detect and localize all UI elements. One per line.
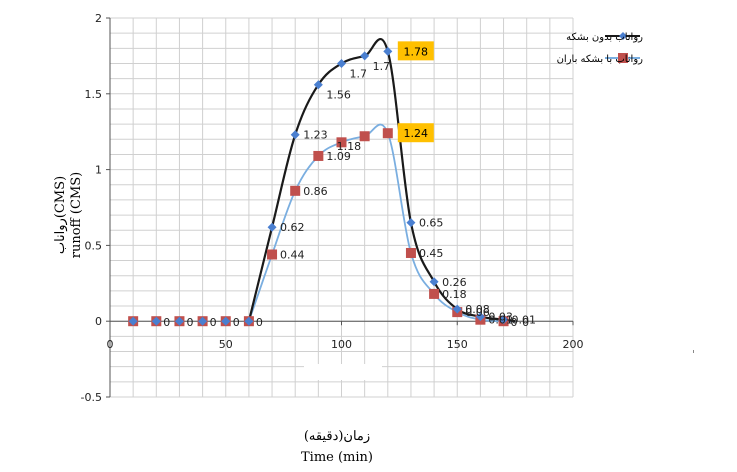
series-2-point bbox=[429, 288, 440, 299]
y-tick-label: 2 bbox=[95, 12, 102, 25]
series-2-point bbox=[382, 128, 393, 139]
series-2-data-label: 0 bbox=[511, 316, 518, 329]
legend-label-series-2: رواناب با بشکه باران bbox=[557, 54, 644, 65]
series-2-point bbox=[313, 150, 324, 161]
series-2-point bbox=[405, 247, 416, 258]
series-1-point bbox=[267, 222, 277, 232]
series-1-point bbox=[198, 316, 208, 326]
series-2-data-label: 1.09 bbox=[326, 150, 351, 163]
series-1-data-label: 0 bbox=[210, 316, 217, 329]
series-1-point bbox=[290, 130, 300, 140]
series-1-data-label: 0.26 bbox=[442, 276, 467, 289]
x-tick-label: 50 bbox=[219, 338, 233, 351]
series-1-point bbox=[128, 316, 138, 326]
series-2-point bbox=[336, 137, 347, 148]
series-2-data-label: 0.44 bbox=[280, 248, 305, 261]
series-1-data-label: 0.08 bbox=[465, 303, 490, 316]
legend-marker-series-1 bbox=[619, 32, 627, 40]
highlight-box bbox=[397, 123, 434, 143]
series-1-point bbox=[406, 218, 416, 228]
series-1-data-label: 0.03 bbox=[488, 311, 513, 324]
y-tick-label: 0.5 bbox=[85, 239, 103, 252]
series-1-data-label: 0 bbox=[186, 316, 193, 329]
legend-label-series-1: رواناب بدون بشکه bbox=[566, 32, 643, 43]
series-1-point bbox=[475, 312, 485, 322]
series-2-point bbox=[267, 249, 278, 260]
series-2-data-label: 0.86 bbox=[303, 185, 328, 198]
legend-marker-series-2 bbox=[618, 53, 628, 63]
highlight-box bbox=[397, 41, 434, 61]
series-1-data-label: 0 bbox=[256, 316, 263, 329]
series-1-data-label: 0.65 bbox=[419, 217, 444, 230]
legend-item-series-2: رواناب با بشکه باران bbox=[557, 53, 644, 65]
series-1-point bbox=[429, 277, 439, 287]
series-layer bbox=[128, 37, 516, 327]
series-2-data-label: 0.01 bbox=[488, 314, 513, 327]
series-1-data-label: 0 bbox=[522, 316, 529, 329]
series-1-point bbox=[337, 58, 346, 68]
axes: -0.500.511.520 50 100 150 200 bbox=[81, 12, 584, 404]
series-1-point bbox=[174, 316, 184, 326]
label-mask bbox=[304, 364, 382, 380]
series-1-point bbox=[313, 80, 323, 90]
series-1-point bbox=[151, 316, 161, 326]
x-tick-label: 200 bbox=[563, 338, 584, 351]
highlight-label: 1.24 bbox=[404, 127, 429, 140]
x-axis-title: Time (min) bbox=[301, 450, 373, 465]
series-1-line bbox=[247, 37, 516, 323]
stray-mark bbox=[693, 350, 694, 353]
series-1-data-label: 1.7 bbox=[350, 67, 368, 80]
series-1-point bbox=[499, 315, 509, 325]
y-tick-label: 0 bbox=[95, 315, 102, 328]
series-1-data-label: 1.7 bbox=[373, 60, 391, 73]
series-1-point bbox=[360, 51, 370, 61]
data-labels: 0 0 0 0 00.621.231.561.71.70.650.260.080.030… bbox=[163, 41, 536, 329]
y-axis-title-fa: رواناب(CMS) bbox=[53, 176, 68, 254]
grid-lines bbox=[109, 17, 574, 398]
legend-item-series-1: رواناب بدون بشکه bbox=[566, 32, 643, 43]
series-1-data-label: 0 bbox=[233, 316, 240, 329]
series-1-point bbox=[452, 304, 462, 314]
series-1-point bbox=[221, 316, 231, 326]
series-2-data-label: 1.18 bbox=[337, 140, 362, 153]
series-2-point bbox=[290, 185, 301, 196]
series-1-data-label: 0 bbox=[163, 316, 170, 329]
x-tick-label: 0 bbox=[107, 338, 114, 351]
series-1-data-label: 0.62 bbox=[280, 221, 305, 234]
y-axis-title: runoff (CMS) bbox=[69, 172, 84, 258]
series-1-point bbox=[383, 46, 393, 56]
series-1-data-label: 1.23 bbox=[303, 129, 328, 142]
series-2-data-label: 0.45 bbox=[419, 247, 444, 260]
x-tick-label: 100 bbox=[331, 338, 352, 351]
series-2-point bbox=[359, 131, 370, 142]
series-2-data-label: 0.18 bbox=[442, 288, 467, 301]
x-tick-label: 150 bbox=[447, 338, 468, 351]
series-2-data-label: 0.06 bbox=[465, 306, 490, 319]
x-axis-title-fa: زمان(دقیقه) bbox=[304, 429, 370, 444]
series-1-data-label: 1.56 bbox=[326, 89, 351, 102]
series-1-data-label: 0.01 bbox=[512, 314, 537, 327]
highlight-label: 1.78 bbox=[404, 45, 429, 58]
y-tick-label: 1 bbox=[95, 164, 102, 177]
legend: رواناب بدون بشکه رواناب با بشکه باران bbox=[557, 32, 644, 65]
y-tick-label: 1.5 bbox=[85, 88, 103, 101]
y-tick-label: -0.5 bbox=[81, 391, 102, 404]
series-1-point bbox=[244, 316, 254, 326]
